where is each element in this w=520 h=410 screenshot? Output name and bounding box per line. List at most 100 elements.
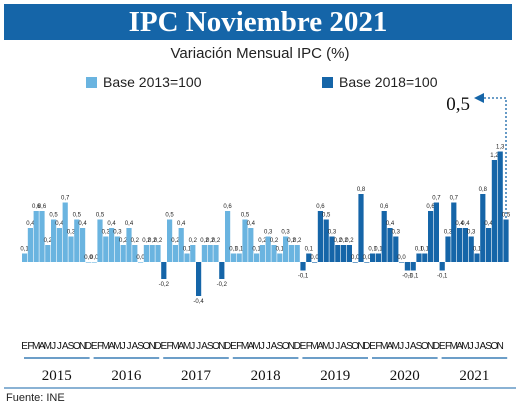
data-label: 0,2 bbox=[339, 238, 348, 244]
data-label: -0,2 bbox=[159, 282, 170, 288]
data-label: 0,5 bbox=[241, 213, 250, 219]
bar bbox=[375, 253, 381, 262]
bar bbox=[265, 236, 271, 262]
bar bbox=[184, 253, 190, 262]
month-tick-label: N bbox=[149, 341, 156, 352]
bar bbox=[462, 228, 468, 262]
data-label: 0,2 bbox=[212, 238, 221, 244]
month-tick-label: J bbox=[330, 341, 335, 352]
month-tick-label: F bbox=[375, 341, 381, 352]
bar bbox=[126, 228, 132, 262]
year-label: 2015 bbox=[42, 368, 72, 384]
month-tick-label: M bbox=[183, 341, 191, 352]
month-tick-label: M bbox=[113, 341, 121, 352]
bar bbox=[22, 253, 28, 262]
bar bbox=[132, 245, 138, 262]
data-label: 0,5 bbox=[502, 213, 511, 219]
data-label: -0,1 bbox=[408, 274, 419, 280]
data-label: 0,1 bbox=[305, 247, 314, 253]
bar bbox=[370, 253, 376, 262]
month-tick-label: A bbox=[479, 341, 486, 352]
bar bbox=[155, 245, 161, 262]
bar bbox=[445, 236, 451, 262]
bar bbox=[161, 262, 167, 279]
data-label: 0,1 bbox=[415, 247, 424, 253]
data-label: 0,3 bbox=[67, 230, 76, 236]
month-tick-label: E bbox=[21, 341, 28, 352]
data-label: 0,4 bbox=[26, 221, 35, 227]
bar bbox=[480, 194, 486, 262]
month-tick-label: A bbox=[317, 341, 324, 352]
month-tick-label: J bbox=[190, 341, 195, 352]
bar bbox=[190, 245, 196, 262]
month-tick-label: E bbox=[300, 341, 307, 352]
data-label: 0,2 bbox=[206, 238, 215, 244]
month-tick-label: J bbox=[335, 341, 340, 352]
month-tick-label: N bbox=[79, 341, 86, 352]
month-tick-label: F bbox=[445, 341, 451, 352]
bar bbox=[381, 211, 387, 262]
bar bbox=[428, 211, 434, 262]
legend-swatch-2018 bbox=[322, 76, 333, 88]
legend-swatch-2013 bbox=[86, 76, 97, 88]
data-label: 0,2 bbox=[258, 238, 267, 244]
data-label: 0,2 bbox=[131, 238, 140, 244]
data-label: 0,1 bbox=[229, 247, 238, 253]
month-tick-label: A bbox=[456, 341, 463, 352]
month-tick-label: D bbox=[224, 341, 231, 352]
bar bbox=[236, 253, 242, 262]
month-tick-label: M bbox=[44, 341, 52, 352]
bar bbox=[439, 262, 445, 271]
data-label: 0,1 bbox=[235, 247, 244, 253]
month-tick-label: M bbox=[252, 341, 260, 352]
bar bbox=[335, 245, 341, 262]
bar bbox=[225, 211, 231, 262]
year-label: 2017 bbox=[181, 368, 212, 384]
bar bbox=[352, 262, 358, 263]
month-tick-label: D bbox=[433, 341, 440, 352]
data-label: 0,2 bbox=[142, 238, 151, 244]
data-label: 0,4 bbox=[125, 221, 134, 227]
month-tick-label: A bbox=[108, 341, 115, 352]
bar bbox=[207, 245, 213, 262]
month-tick-label: F bbox=[306, 341, 312, 352]
bar bbox=[27, 228, 33, 262]
data-label: 0,6 bbox=[380, 204, 389, 210]
month-tick-label: J bbox=[196, 341, 201, 352]
data-label: 0,7 bbox=[61, 196, 70, 202]
data-label: 0,2 bbox=[189, 238, 198, 244]
data-label: 0,0 bbox=[90, 255, 99, 261]
data-label: 0,5 bbox=[165, 213, 174, 219]
bar bbox=[358, 194, 364, 262]
legend-label-2013: Base 2013=100 bbox=[103, 74, 202, 90]
bar bbox=[120, 245, 126, 262]
bar bbox=[497, 151, 503, 262]
data-label: 0,3 bbox=[328, 230, 337, 236]
bar bbox=[393, 236, 399, 262]
bar bbox=[410, 262, 416, 271]
callout-arrow bbox=[474, 93, 484, 103]
bar bbox=[201, 245, 207, 262]
bar bbox=[399, 262, 405, 263]
data-label: 0,4 bbox=[55, 221, 64, 227]
month-tick-label: A bbox=[387, 341, 394, 352]
month-tick-label: A bbox=[271, 341, 278, 352]
month-tick-label: F bbox=[167, 341, 173, 352]
month-tick-label: S bbox=[68, 341, 75, 352]
year-label: 2019 bbox=[320, 368, 350, 384]
month-tick-label: O bbox=[282, 341, 290, 352]
month-tick-label: N bbox=[427, 341, 434, 352]
data-label: 0,6 bbox=[316, 204, 325, 210]
bar bbox=[346, 245, 352, 262]
data-label: 0,1 bbox=[421, 247, 430, 253]
bar bbox=[149, 245, 155, 262]
month-tick-label: S bbox=[276, 341, 283, 352]
bar bbox=[474, 253, 480, 262]
data-label: 0,2 bbox=[287, 238, 296, 244]
data-label: 0,0 bbox=[397, 255, 406, 261]
bar bbox=[364, 262, 370, 263]
bar bbox=[74, 219, 80, 262]
data-label: 0,2 bbox=[270, 238, 279, 244]
data-label: 0,0 bbox=[84, 255, 93, 261]
month-tick-label: A bbox=[62, 341, 69, 352]
